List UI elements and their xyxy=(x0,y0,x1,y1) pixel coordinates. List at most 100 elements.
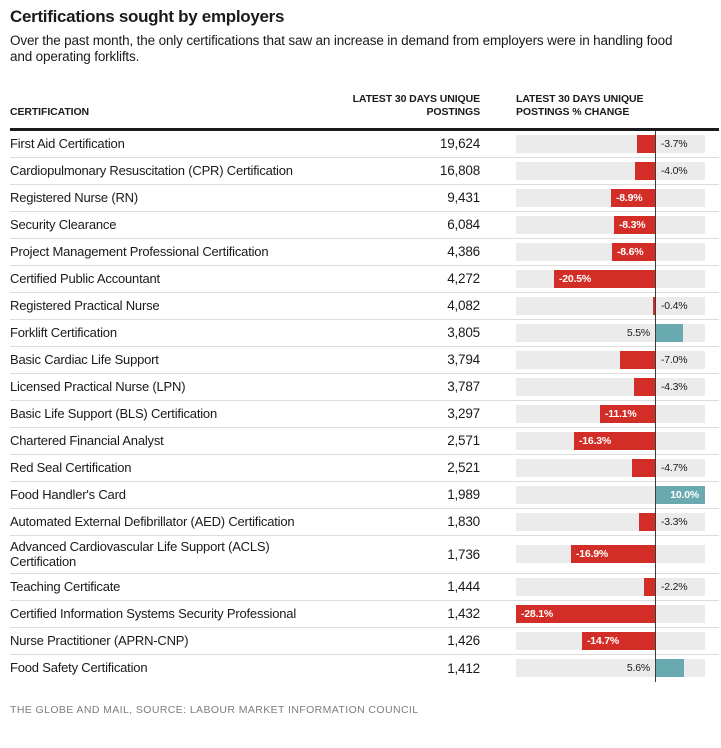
change-bar-cell: -4.7% xyxy=(516,458,705,477)
postings-value: 1,412 xyxy=(447,660,480,676)
table-row: Forklift Certification 3,805 5.5% xyxy=(10,320,719,347)
table-row: Certified Public Accountant 4,272 -20.5% xyxy=(10,266,719,293)
change-bar-track: -16.9% xyxy=(516,545,705,564)
certification-name: Chartered Financial Analyst xyxy=(10,432,164,448)
certification-name: Forklift Certification xyxy=(10,324,117,340)
change-bar-cell: -4.0% xyxy=(516,161,705,180)
change-bar-cell: -11.1% xyxy=(516,404,705,423)
change-label: -4.7% xyxy=(661,461,688,474)
certification-name: Red Seal Certification xyxy=(10,459,132,475)
zero-axis-line xyxy=(655,130,656,682)
header-rule xyxy=(10,127,719,131)
change-bar-cell: -3.7% xyxy=(516,134,705,153)
change-bar-track: 5.5% xyxy=(516,323,705,342)
change-bar-cell: -4.3% xyxy=(516,377,705,396)
change-bar-cell: -16.9% xyxy=(516,545,705,564)
table-row: Nurse Practitioner (APRN-CNP) 1,426 -14.… xyxy=(10,628,719,655)
column-header-change: LATEST 30 DAYS UNIQUE POSTINGS % CHANGE xyxy=(516,93,711,119)
postings-value: 3,794 xyxy=(447,352,480,368)
table-row: Red Seal Certification 2,521 -4.7% xyxy=(10,455,719,482)
postings-value: 1,736 xyxy=(447,546,480,562)
postings-value: 2,571 xyxy=(447,433,480,449)
column-header-certification: CERTIFICATION xyxy=(10,105,89,118)
change-bar xyxy=(656,659,684,678)
postings-value: 1,989 xyxy=(447,487,480,503)
certification-name: Automated External Defibrillator (AED) C… xyxy=(10,513,295,529)
change-bar-track: -7.0% xyxy=(516,350,705,369)
change-bar xyxy=(634,377,655,396)
table-row: Licensed Practical Nurse (LPN) 3,787 -4.… xyxy=(10,374,719,401)
certification-name: Nurse Practitioner (APRN-CNP) xyxy=(10,632,189,648)
postings-value: 6,084 xyxy=(447,217,480,233)
postings-value: 4,272 xyxy=(447,271,480,287)
change-bar-cell: 5.5% xyxy=(516,323,705,342)
table-row: Cardiopulmonary Resuscitation (CPR) Cert… xyxy=(10,158,719,185)
change-label: -4.0% xyxy=(661,164,688,177)
change-bar-track: -4.0% xyxy=(516,161,705,180)
column-header-postings-line2: POSTINGS xyxy=(426,105,481,118)
change-bar-track: -11.1% xyxy=(516,404,705,423)
certification-name: Advanced Cardiovascular Life Support (AC… xyxy=(10,538,270,570)
table-row: Food Handler's Card 1,989 10.0% xyxy=(10,482,719,509)
change-bar-track: 5.6% xyxy=(516,659,705,678)
table-row: Certified Information Systems Security P… xyxy=(10,601,719,628)
table-row: Basic Life Support (BLS) Certification 3… xyxy=(10,401,719,428)
certification-name: Security Clearance xyxy=(10,216,117,232)
table-row: Teaching Certificate 1,444 -2.2% xyxy=(10,574,719,601)
change-bar-cell: -8.9% xyxy=(516,188,705,207)
column-header-postings: LATEST 30 DAYS UNIQUE POSTINGS xyxy=(330,92,481,119)
certification-name: Licensed Practical Nurse (LPN) xyxy=(10,378,186,394)
change-bar xyxy=(632,458,655,477)
change-label: -11.1% xyxy=(605,407,637,420)
page-subtitle: Over the past month, the only certificat… xyxy=(10,32,673,65)
postings-value: 3,805 xyxy=(447,325,480,341)
postings-value: 3,787 xyxy=(447,379,480,395)
change-bar xyxy=(656,323,683,342)
change-bar-track: -8.6% xyxy=(516,242,705,261)
change-bar-track: 10.0% xyxy=(516,485,705,504)
column-header-postings-line1: LATEST 30 DAYS UNIQUE xyxy=(352,92,481,105)
change-label: -3.7% xyxy=(661,137,688,150)
table-row: Chartered Financial Analyst 2,571 -16.3% xyxy=(10,428,719,455)
change-label: -0.4% xyxy=(661,299,688,312)
change-label: -2.2% xyxy=(661,580,688,593)
change-bar-cell: -2.2% xyxy=(516,577,705,596)
change-bar xyxy=(656,485,705,504)
certification-name: Registered Nurse (RN) xyxy=(10,189,139,205)
change-bar xyxy=(571,545,655,564)
change-bar-track: -3.3% xyxy=(516,512,705,531)
change-bar-track: -14.7% xyxy=(516,631,705,650)
change-label: -3.3% xyxy=(661,515,688,528)
postings-value: 1,444 xyxy=(447,579,480,595)
change-bar-track: -20.5% xyxy=(516,269,705,288)
change-bar xyxy=(582,631,655,650)
certification-name: Basic Cardiac Life Support xyxy=(10,351,159,367)
change-bar-track: -4.7% xyxy=(516,458,705,477)
source-credit: THE GLOBE AND MAIL, SOURCE: LABOUR MARKE… xyxy=(10,703,419,716)
change-bar xyxy=(611,188,655,207)
certification-name: Teaching Certificate xyxy=(10,578,121,594)
change-bar-cell: -16.3% xyxy=(516,431,705,450)
postings-value: 19,624 xyxy=(439,136,480,152)
postings-value: 1,426 xyxy=(447,633,480,649)
change-label: -16.3% xyxy=(579,434,612,447)
table-row: Automated External Defibrillator (AED) C… xyxy=(10,509,719,536)
table-row: Basic Cardiac Life Support 3,794 -7.0% xyxy=(10,347,719,374)
column-header-change-line2: POSTINGS % CHANGE xyxy=(516,105,630,118)
table-row: First Aid Certification 19,624 -3.7% xyxy=(10,131,719,158)
chart-page: Certifications sought by employers Over … xyxy=(10,7,719,716)
certification-name: Certified Public Accountant xyxy=(10,270,160,286)
change-bar-cell: 5.6% xyxy=(516,659,705,678)
change-label: 10.0% xyxy=(670,488,699,501)
table-row: Advanced Cardiovascular Life Support (AC… xyxy=(10,536,719,574)
change-bar-cell: -28.1% xyxy=(516,604,705,623)
change-label: 5.5% xyxy=(626,326,650,339)
table-row: Food Safety Certification 1,412 5.6% xyxy=(10,655,719,682)
postings-value: 1,432 xyxy=(447,606,480,622)
change-bar-track: -4.3% xyxy=(516,377,705,396)
change-bar xyxy=(639,512,655,531)
change-bar-cell: 10.0% xyxy=(516,485,705,504)
certification-name: First Aid Certification xyxy=(10,135,125,151)
change-bar-cell: -0.4% xyxy=(516,296,705,315)
table-rows: First Aid Certification 19,624 -3.7% Car… xyxy=(10,130,719,682)
